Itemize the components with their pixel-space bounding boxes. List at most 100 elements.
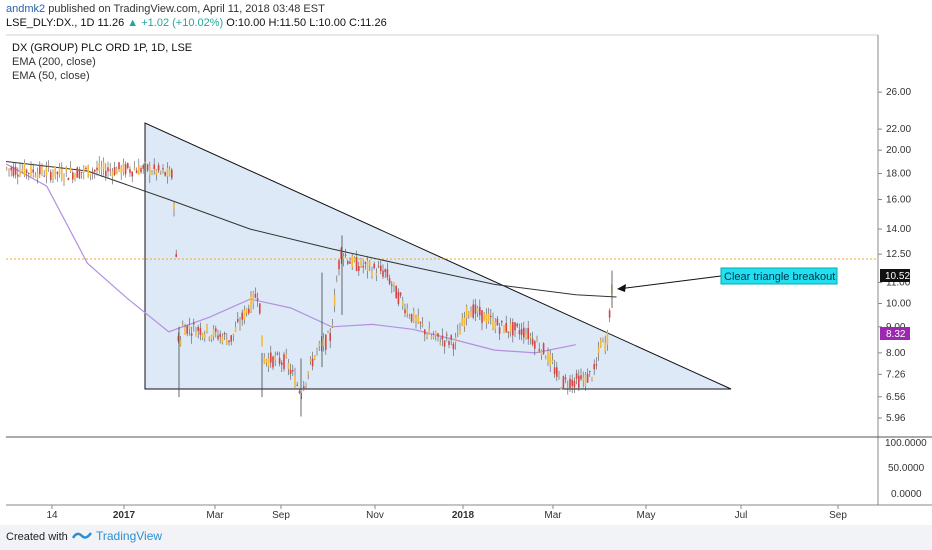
candle — [338, 259, 340, 276]
candle — [529, 333, 532, 345]
author-link[interactable]: andmk2 — [6, 3, 46, 15]
candle — [186, 324, 188, 337]
candle — [94, 169, 96, 179]
candle — [188, 317, 191, 336]
candle — [558, 370, 560, 380]
price-tick-label: 8.00 — [886, 348, 906, 359]
candle — [296, 381, 298, 387]
tradingview-link[interactable]: TradingView — [72, 529, 162, 543]
legend-ema200: EMA (200, close) — [12, 56, 96, 68]
candle — [89, 173, 92, 181]
candle — [228, 340, 230, 346]
ohlc-low: L:10.00 — [309, 17, 346, 29]
last-price: 11.26 — [97, 17, 125, 29]
candle — [208, 336, 210, 342]
candle — [122, 158, 125, 176]
candle — [76, 166, 78, 178]
candle — [316, 347, 318, 356]
candle — [127, 162, 129, 170]
candle — [454, 332, 457, 350]
candle — [160, 170, 162, 175]
candle — [215, 325, 217, 338]
candle — [210, 334, 213, 343]
candle — [243, 305, 246, 325]
candle — [545, 355, 547, 360]
candle — [87, 164, 89, 179]
candle — [439, 337, 441, 346]
candle — [512, 318, 514, 343]
candle — [300, 392, 303, 400]
candle — [204, 330, 206, 342]
candle — [98, 156, 100, 174]
candle — [415, 314, 417, 329]
candle — [525, 327, 527, 340]
candle — [232, 333, 235, 342]
candle — [413, 307, 415, 323]
candle — [78, 166, 81, 180]
time-tick-label: 14 — [46, 510, 58, 521]
candle — [329, 328, 331, 349]
candle — [344, 248, 347, 259]
candle — [138, 158, 140, 175]
candle — [190, 326, 193, 344]
candle — [487, 307, 490, 324]
candle — [468, 311, 470, 319]
candle — [333, 288, 336, 313]
candle — [578, 369, 580, 391]
candle — [384, 268, 386, 278]
candle — [527, 320, 529, 345]
candle — [212, 325, 215, 341]
candle — [287, 358, 290, 376]
time-tick-label: Sep — [272, 510, 290, 521]
candle — [520, 323, 523, 341]
candle — [292, 364, 294, 377]
candle — [514, 322, 516, 337]
candle — [569, 375, 571, 392]
candle — [65, 165, 67, 178]
candle — [606, 329, 609, 351]
candle — [285, 348, 287, 359]
candle — [8, 168, 10, 177]
candle — [50, 169, 52, 183]
candle — [30, 161, 32, 177]
ohlc-open: O:10.00 — [226, 17, 266, 29]
candle — [424, 328, 426, 342]
candle — [580, 368, 582, 382]
candle — [276, 351, 279, 356]
candle — [450, 334, 452, 346]
candle — [318, 340, 320, 352]
candle — [250, 291, 252, 313]
candle — [432, 331, 435, 340]
candle — [118, 162, 120, 173]
candle — [74, 172, 76, 182]
candle — [597, 341, 600, 361]
candle — [23, 159, 26, 178]
candle — [69, 161, 72, 174]
candle — [393, 282, 395, 292]
price-chart[interactable]: DX (GROUP) PLC ORD 1P, 1D, LSE EMA (200,… — [0, 0, 932, 525]
candle — [80, 171, 83, 179]
candle — [14, 162, 17, 179]
candle — [362, 259, 364, 274]
candle — [144, 158, 147, 171]
candle — [83, 165, 85, 180]
candle — [274, 351, 276, 366]
candle — [481, 309, 483, 331]
candle — [553, 359, 556, 378]
publish-info: published on TradingView.com, April 11, … — [48, 3, 325, 15]
candle — [105, 163, 107, 181]
candle — [386, 262, 389, 281]
candle — [472, 299, 474, 320]
candle — [248, 304, 250, 316]
candle — [217, 329, 219, 341]
descending-triangle — [144, 122, 732, 390]
candle — [72, 170, 74, 184]
price-tick-label: 26.00 — [886, 87, 911, 98]
candle — [602, 337, 604, 343]
candle — [281, 360, 283, 372]
candle — [351, 253, 353, 270]
candle — [437, 333, 439, 342]
candle — [463, 311, 466, 332]
candle — [254, 287, 257, 299]
ind-tick-100: 100.0000 — [885, 438, 927, 449]
